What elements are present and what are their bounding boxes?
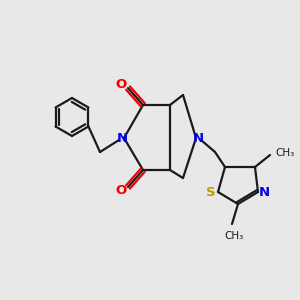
Text: N: N bbox=[192, 131, 204, 145]
Text: CH₃: CH₃ bbox=[224, 231, 244, 241]
Text: CH₃: CH₃ bbox=[275, 148, 294, 158]
Text: O: O bbox=[116, 184, 127, 197]
Text: O: O bbox=[116, 77, 127, 91]
Text: S: S bbox=[206, 185, 216, 199]
Text: N: N bbox=[116, 131, 128, 145]
Text: N: N bbox=[258, 185, 270, 199]
